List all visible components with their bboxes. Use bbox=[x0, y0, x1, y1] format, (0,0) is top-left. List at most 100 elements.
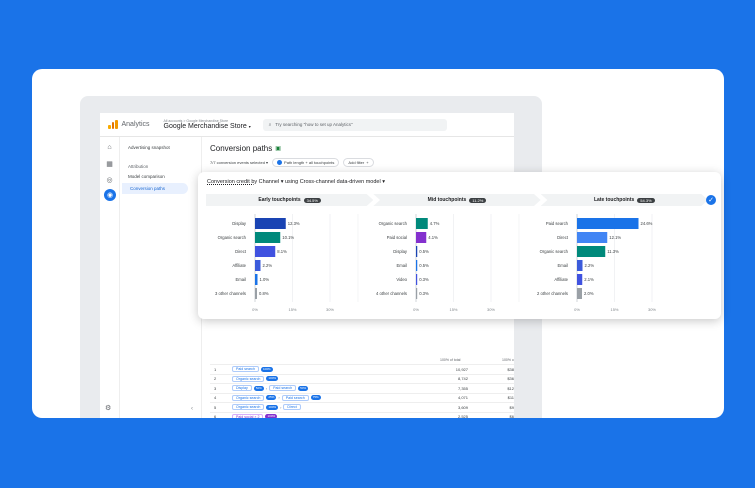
paths-table: 100% of total 100% o 1 Paid search 100% 10,… bbox=[210, 356, 514, 418]
path-icon bbox=[277, 160, 283, 165]
category-label: Affiliate bbox=[554, 277, 568, 282]
category-label: Organic search bbox=[379, 221, 408, 226]
category-label: Affiliate bbox=[232, 263, 246, 268]
channel-tag[interactable]: Organic search bbox=[232, 375, 265, 382]
row-revenue: $11 bbox=[507, 395, 514, 401]
bar-value-label: 12.3% bbox=[288, 221, 300, 226]
category-label: Direct bbox=[557, 235, 569, 240]
table-header: 100% of total 100% o bbox=[210, 356, 514, 364]
tick-label: 0% bbox=[252, 307, 258, 312]
bar bbox=[577, 274, 583, 285]
path-sequence: Organic search 100% › Direct bbox=[232, 404, 301, 411]
collapse-icon[interactable]: ‹ bbox=[191, 406, 193, 412]
category-label: Email bbox=[236, 277, 247, 282]
path-chip[interactable]: Path length + all touchpoints bbox=[272, 158, 340, 167]
search-input[interactable]: ⌕ Try searching "how to set up Analytics… bbox=[262, 118, 447, 131]
bar-value-label: 4.1% bbox=[428, 235, 438, 240]
row-index: 3 bbox=[214, 385, 217, 391]
add-filter-button[interactable]: Add filter + bbox=[343, 158, 374, 167]
property-name: Google Merchandise Store ▾ bbox=[163, 123, 251, 130]
row-revenue: $9 bbox=[509, 404, 514, 410]
table-row[interactable]: 5 Organic search 100% › Direct 3,609 $9 bbox=[210, 402, 514, 412]
tick-label: 0% bbox=[574, 307, 580, 312]
account-breadcrumb: All accounts > Google Merchandise Store bbox=[163, 119, 229, 123]
bar bbox=[416, 288, 418, 299]
sidebar-item-conversion-paths[interactable]: Conversion paths bbox=[122, 183, 188, 194]
bar-value-label: 12.1% bbox=[609, 235, 621, 240]
chevron-right-icon: › bbox=[280, 404, 282, 410]
search-icon: ⌕ bbox=[268, 122, 272, 127]
bar-value-label: 0.5% bbox=[419, 249, 429, 254]
category-label: 4 other channels bbox=[376, 291, 407, 296]
channel-tag[interactable]: Organic search bbox=[232, 394, 265, 401]
path-sequence: Organic search 100% bbox=[232, 375, 279, 382]
bar-value-label: 0.8% bbox=[259, 291, 269, 296]
tick-label: 15% bbox=[610, 307, 618, 312]
gear-icon[interactable]: ⚙ bbox=[105, 405, 112, 412]
home-icon[interactable]: ⌂ bbox=[107, 144, 112, 151]
bar bbox=[416, 274, 418, 285]
stage-mid[interactable]: Mid touchpoints 11.2% bbox=[373, 194, 541, 206]
bar bbox=[416, 260, 418, 271]
credit-charts: 0% 15% 30% Display 12.3% Organic search 10.1% D… bbox=[215, 214, 656, 312]
channel-tag[interactable]: Organic search bbox=[232, 404, 265, 411]
table-row[interactable]: 3 Display 50% › Paid search 50% 7,355 $12 bbox=[210, 383, 514, 393]
row-conversions: 4,071 bbox=[457, 395, 468, 401]
path-sequence: Display 50% › Paid search 50% bbox=[232, 385, 309, 392]
advertising-icon[interactable]: ◉ bbox=[104, 189, 116, 201]
bar bbox=[577, 246, 606, 257]
channel-tag[interactable]: Paid search bbox=[281, 394, 309, 401]
table-row[interactable]: 6 Paid social × 2 100% 2,525 $6 bbox=[210, 411, 514, 418]
category-label: Paid search bbox=[546, 221, 569, 226]
channel-tag[interactable]: Paid search bbox=[269, 385, 297, 392]
chevron-down-icon: ▾ bbox=[248, 124, 251, 129]
row-index: 6 bbox=[214, 414, 217, 418]
bar-value-label: 2.1% bbox=[584, 277, 594, 282]
category-label: Email bbox=[397, 263, 408, 268]
bar bbox=[255, 288, 257, 299]
bar bbox=[577, 232, 608, 243]
panel-title-prefix: Conversion credit by bbox=[207, 179, 258, 185]
category-label: Display bbox=[232, 221, 247, 226]
stage-late[interactable]: Late touchpoints 54.3% bbox=[540, 194, 708, 206]
category-label: Email bbox=[558, 263, 569, 268]
category-label: Video bbox=[396, 277, 407, 282]
conversion-credit-panel: Conversion credit by Channel ▾ using Cro… bbox=[198, 172, 721, 319]
bar bbox=[577, 218, 639, 229]
sidebar-item-snapshot[interactable]: Advertising snapshot bbox=[128, 145, 170, 150]
channel-tag[interactable]: Paid social × 2 bbox=[232, 413, 264, 418]
credit-badge: 50% bbox=[253, 385, 264, 391]
channel-tag[interactable]: Display bbox=[232, 385, 252, 392]
credit-badge: 25% bbox=[266, 395, 277, 401]
explore-icon[interactable]: ◎ bbox=[106, 176, 113, 184]
table-row[interactable]: 2 Organic search 100% 8,742 $36 bbox=[210, 373, 514, 384]
conversion-filter[interactable]: 7/7 conversion events selected ▾ bbox=[210, 160, 269, 165]
account-selector[interactable]: All accounts > Google Merchandise Store … bbox=[164, 119, 251, 130]
header-revenue-total: 100% o bbox=[502, 358, 514, 362]
bar bbox=[416, 246, 418, 257]
table-row[interactable]: 4 Organic search 25% › Paid search 75% 4,071 $1… bbox=[210, 392, 514, 403]
tick-label: 15% bbox=[288, 307, 296, 312]
category-label: Paid social bbox=[387, 235, 407, 240]
reports-icon[interactable]: ▦ bbox=[106, 160, 113, 168]
stage-early[interactable]: Early touchpoints 34.5% bbox=[206, 194, 374, 206]
row-revenue: $36 bbox=[507, 376, 514, 382]
model-selector[interactable]: Cross-channel data-driven model ▾ bbox=[299, 179, 385, 185]
report-status-icon: ▣ bbox=[275, 146, 281, 152]
channel-tag[interactable]: Paid search bbox=[232, 366, 259, 373]
nav-rail: ⌂ ▦ ◎ ◉ ⚙ bbox=[100, 137, 120, 418]
sidebar-section-attribution: Attribution bbox=[128, 164, 149, 169]
analytics-logo-icon bbox=[108, 120, 118, 129]
bar bbox=[577, 260, 583, 271]
bar-value-label: 0.5% bbox=[419, 263, 429, 268]
check-icon[interactable]: ✓ bbox=[706, 195, 716, 205]
credit-badge: 100% bbox=[265, 414, 278, 418]
sidebar-item-model-comparison[interactable]: Model comparison bbox=[128, 174, 165, 179]
dimension-selector[interactable]: Channel ▾ bbox=[258, 179, 284, 185]
table-row[interactable]: 1 Paid search 100% 10,927 $38 bbox=[210, 364, 514, 374]
bar-value-label: 11.3% bbox=[607, 249, 619, 254]
category-label: 3 other channels bbox=[215, 291, 246, 296]
row-index: 4 bbox=[214, 395, 217, 401]
bar-value-label: 2.0% bbox=[584, 291, 594, 296]
channel-tag[interactable]: Direct bbox=[283, 404, 301, 411]
